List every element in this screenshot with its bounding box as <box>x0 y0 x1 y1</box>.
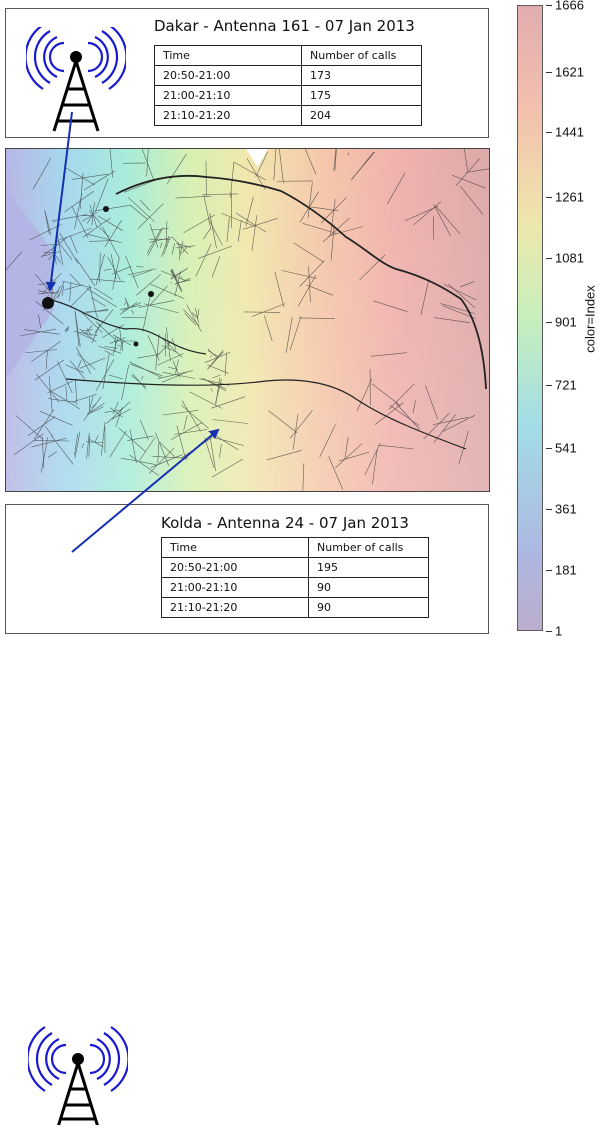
column-header-time: Time <box>162 538 309 558</box>
table-header-row: Time Number of calls <box>162 538 429 558</box>
colorbar-tick-label: 1081 <box>555 251 584 266</box>
calls-cell: 173 <box>302 66 422 86</box>
calls-cell: 90 <box>309 598 429 618</box>
dakar-calls-table: Time Number of calls 20:50-21:00 173 21:… <box>154 45 422 126</box>
colorbar-tick-label: 1 <box>555 624 562 639</box>
colorbar-tick <box>546 258 552 259</box>
colorbar-tick <box>546 5 552 6</box>
voronoi-map <box>5 148 490 492</box>
colorbar <box>517 5 543 631</box>
colorbar-tick-label: 1666 <box>555 0 584 13</box>
table-row: 21:10-21:20 204 <box>155 106 422 126</box>
table-row: 20:50-21:00 173 <box>155 66 422 86</box>
colorbar-tick <box>546 631 552 632</box>
column-header-time: Time <box>155 46 302 66</box>
table-row: 21:00-21:10 175 <box>155 86 422 106</box>
calls-cell: 90 <box>309 578 429 598</box>
colorbar-tick <box>546 509 552 510</box>
time-cell: 21:00-21:10 <box>155 86 302 106</box>
calls-cell: 175 <box>302 86 422 106</box>
colorbar-tick <box>546 72 552 73</box>
antenna-tower-icon <box>26 27 126 142</box>
antenna-tower-icon <box>28 1015 128 1130</box>
colorbar-tick-label: 1441 <box>555 125 584 140</box>
dakar-panel: Dakar - Antenna 161 - 07 Jan 2013 Time N… <box>5 8 489 138</box>
colorbar-tick <box>546 132 552 133</box>
column-header-calls: Number of calls <box>309 538 429 558</box>
calls-cell: 204 <box>302 106 422 126</box>
colorbar-tick <box>546 385 552 386</box>
colorbar-tick-label: 181 <box>555 563 577 578</box>
colorbar-tick <box>546 448 552 449</box>
colorbar-label: color=Index <box>583 285 598 353</box>
table-row: 20:50-21:00 195 <box>162 558 429 578</box>
colorbar-tick-label: 361 <box>555 502 577 517</box>
time-cell: 20:50-21:00 <box>155 66 302 86</box>
kolda-calls-table: Time Number of calls 20:50-21:00 195 21:… <box>161 537 429 618</box>
colorbar-tick-label: 901 <box>555 315 577 330</box>
dakar-title: Dakar - Antenna 161 - 07 Jan 2013 <box>154 17 415 35</box>
colorbar-tick <box>546 197 552 198</box>
colorbar-tick-label: 1621 <box>555 65 584 80</box>
table-row: 21:10-21:20 90 <box>162 598 429 618</box>
time-cell: 21:00-21:10 <box>162 578 309 598</box>
table-header-row: Time Number of calls <box>155 46 422 66</box>
colorbar-tick <box>546 570 552 571</box>
colorbar-tick <box>546 322 552 323</box>
time-cell: 21:10-21:20 <box>155 106 302 126</box>
colorbar-tick-label: 541 <box>555 441 577 456</box>
time-cell: 21:10-21:20 <box>162 598 309 618</box>
kolda-panel: Kolda - Antenna 24 - 07 Jan 2013 Time Nu… <box>5 504 489 634</box>
colorbar-tick-label: 1261 <box>555 190 584 205</box>
calls-cell: 195 <box>309 558 429 578</box>
time-cell: 20:50-21:00 <box>162 558 309 578</box>
kolda-title: Kolda - Antenna 24 - 07 Jan 2013 <box>161 514 409 532</box>
colorbar-tick-label: 721 <box>555 378 577 393</box>
table-row: 21:00-21:10 90 <box>162 578 429 598</box>
column-header-calls: Number of calls <box>302 46 422 66</box>
